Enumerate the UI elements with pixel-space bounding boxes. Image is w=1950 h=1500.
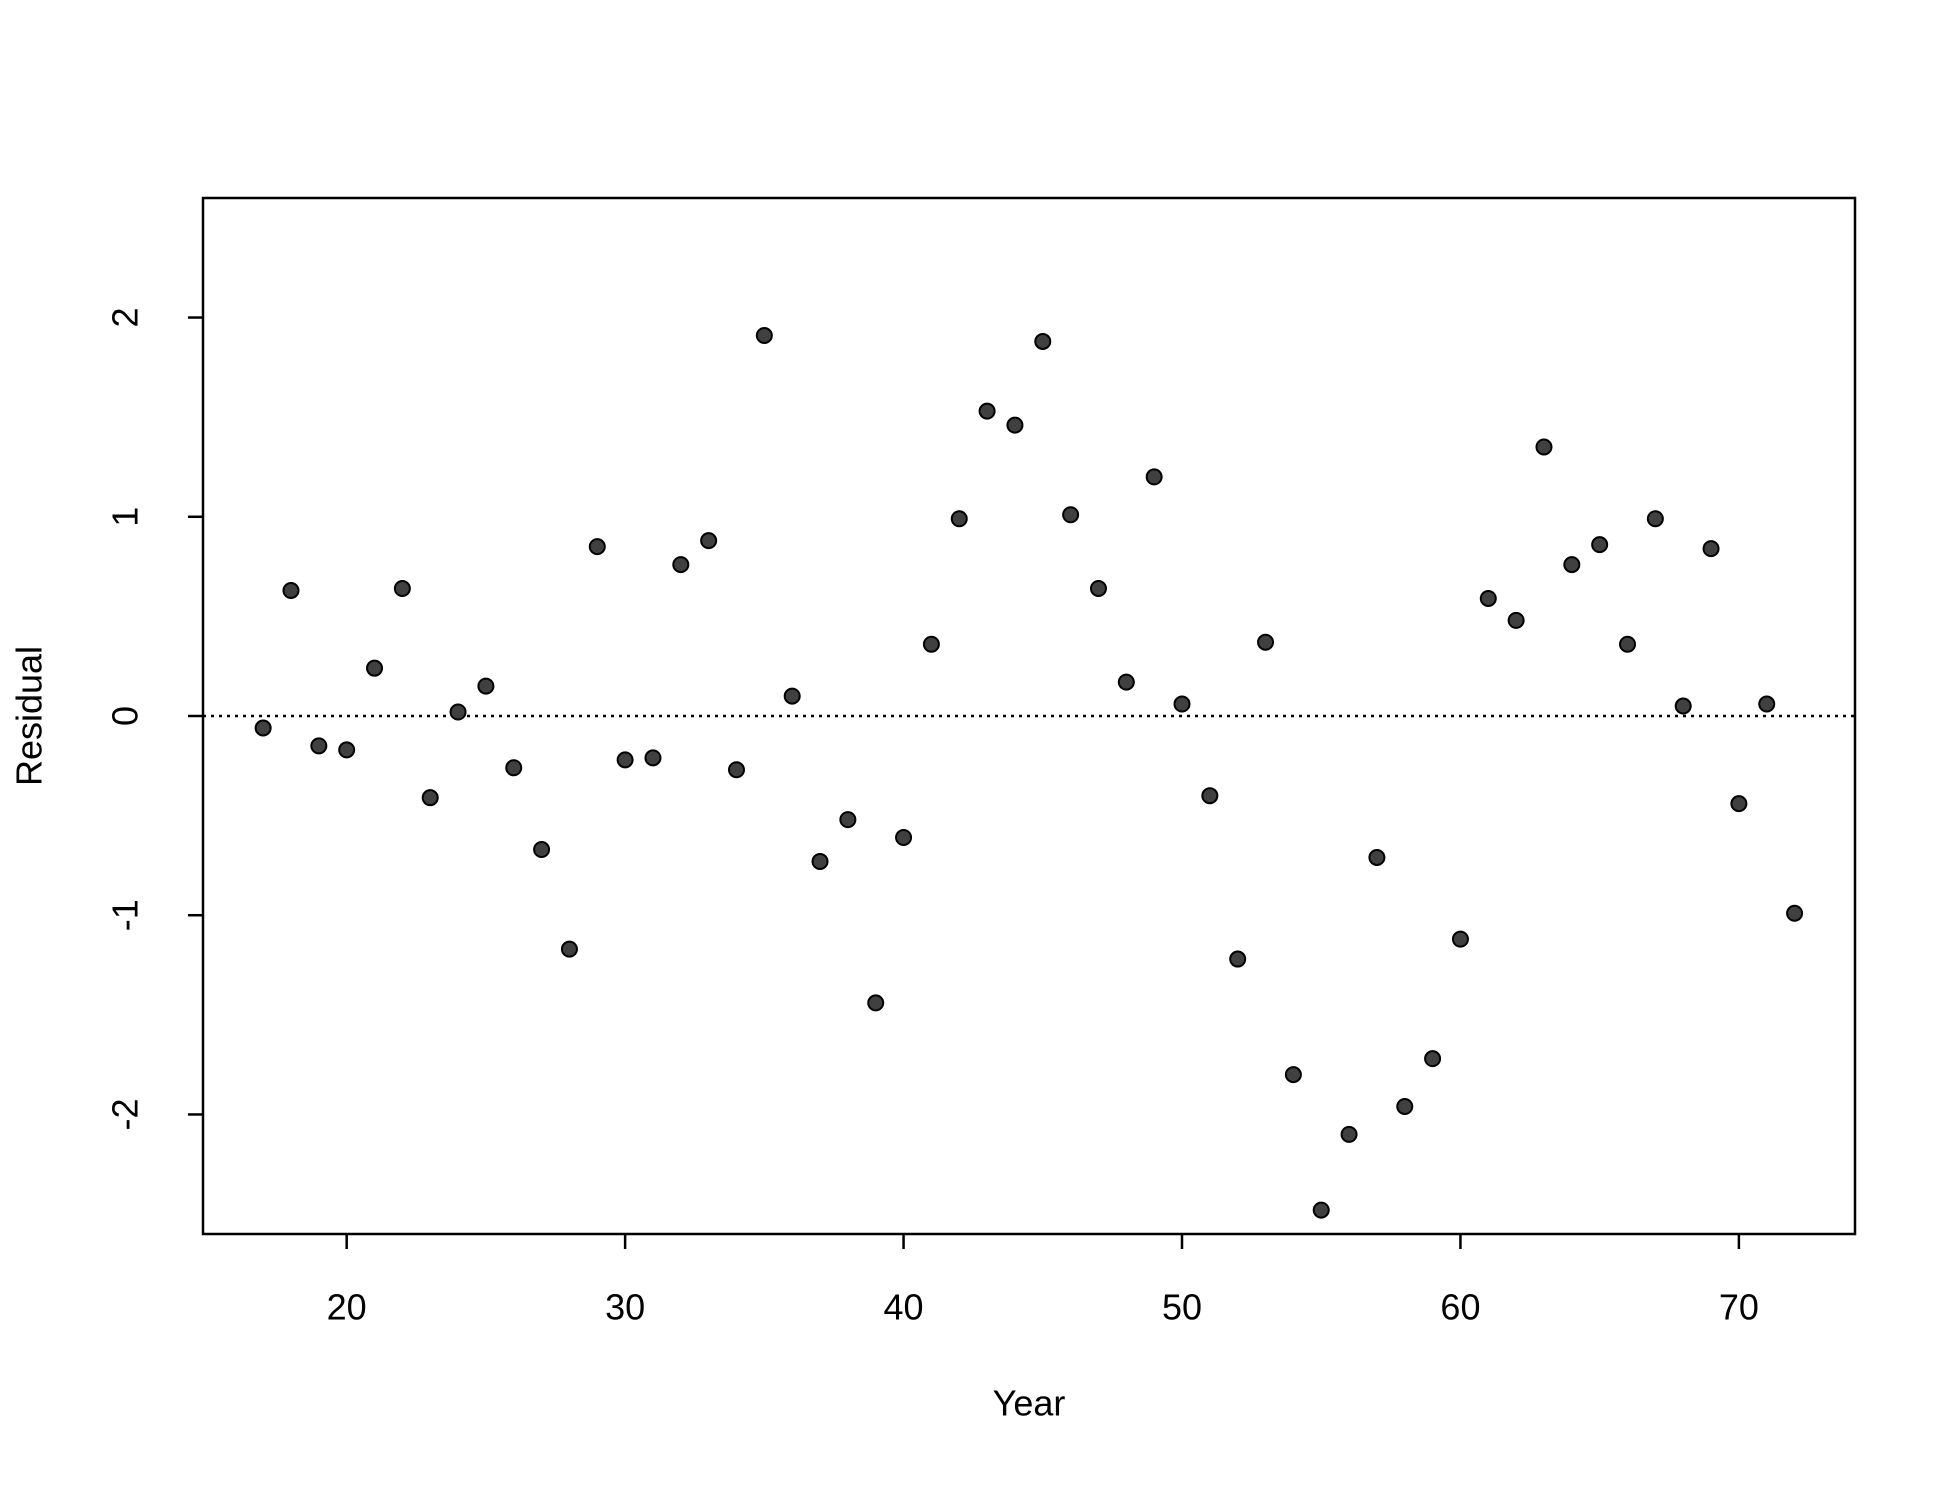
point <box>616 751 634 769</box>
point <box>1730 795 1748 813</box>
point <box>560 940 578 958</box>
point <box>1340 1125 1358 1143</box>
point <box>839 811 857 829</box>
point <box>588 538 606 556</box>
point <box>1117 673 1135 691</box>
point <box>783 687 801 705</box>
point <box>254 719 272 737</box>
y-tick-label: -2 <box>105 1098 146 1130</box>
point <box>950 510 968 528</box>
point <box>727 761 745 779</box>
point <box>1201 787 1219 805</box>
y-axis-label: Residual <box>9 646 50 786</box>
point <box>1145 468 1163 486</box>
point <box>449 703 467 721</box>
point <box>1702 540 1720 558</box>
point <box>1674 697 1692 715</box>
point <box>1173 695 1191 713</box>
point <box>1257 633 1275 651</box>
point <box>867 994 885 1012</box>
point <box>755 326 773 344</box>
point <box>1646 510 1664 528</box>
point <box>1591 536 1609 554</box>
point <box>1535 438 1553 456</box>
point <box>1284 1066 1302 1084</box>
point <box>1006 416 1024 434</box>
point <box>477 677 495 695</box>
point <box>421 789 439 807</box>
point <box>1396 1097 1414 1115</box>
point <box>338 741 356 759</box>
point <box>1062 506 1080 524</box>
point <box>282 581 300 599</box>
point <box>1758 695 1776 713</box>
point <box>1089 579 1107 597</box>
point <box>895 829 913 847</box>
point <box>1507 611 1525 629</box>
point <box>1312 1201 1330 1219</box>
point <box>1451 930 1469 948</box>
y-tick-label: 2 <box>105 308 146 328</box>
x-tick-label: 20 <box>327 1287 367 1328</box>
point <box>978 402 996 420</box>
x-tick-label: 50 <box>1162 1287 1202 1328</box>
y-tick-label: 0 <box>105 706 146 726</box>
point <box>393 579 411 597</box>
point <box>533 840 551 858</box>
point <box>644 749 662 767</box>
point <box>366 659 384 677</box>
point <box>1424 1050 1442 1068</box>
point <box>1786 904 1804 922</box>
point <box>310 737 328 755</box>
x-tick-label: 40 <box>884 1287 924 1328</box>
y-tick-label: 1 <box>105 507 146 527</box>
point <box>1034 332 1052 350</box>
point <box>811 852 829 870</box>
point <box>1619 635 1637 653</box>
point <box>1563 556 1581 574</box>
point <box>922 635 940 653</box>
point <box>700 532 718 550</box>
x-axis-label: Year <box>993 1383 1066 1424</box>
x-tick-label: 30 <box>605 1287 645 1328</box>
point <box>505 759 523 777</box>
x-tick-label: 60 <box>1440 1287 1480 1328</box>
point <box>1479 589 1497 607</box>
y-tick-label: -1 <box>105 899 146 931</box>
point <box>1229 950 1247 968</box>
x-tick-label: 70 <box>1719 1287 1759 1328</box>
point <box>1368 848 1386 866</box>
point <box>672 556 690 574</box>
